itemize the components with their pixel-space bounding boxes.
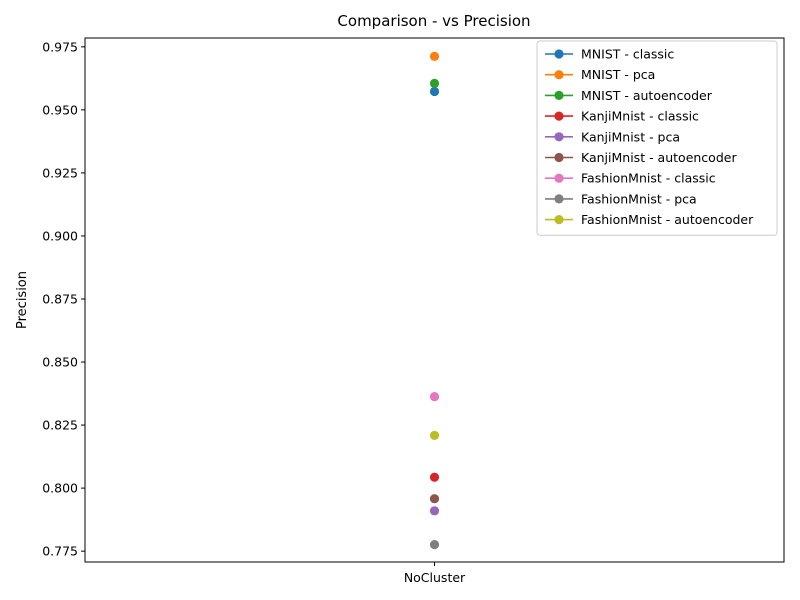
data-point <box>429 86 440 97</box>
y-tick-label: 0.775 <box>42 544 78 559</box>
legend-label: MNIST - classic <box>581 47 674 62</box>
x-axis: NoCluster <box>404 562 466 585</box>
legend-marker <box>554 152 564 163</box>
legend: MNIST - classic MNIST - pca MNIST - autoen… <box>536 40 778 236</box>
x-tick-label: NoCluster <box>404 570 466 585</box>
legend-marker <box>554 132 564 142</box>
legend-box <box>536 40 778 236</box>
legend-label: FashionMnist - pca <box>581 191 697 206</box>
legend-marker <box>554 90 564 100</box>
chart-title: Comparison - vs Precision <box>337 12 530 30</box>
y-tick-label: 0.850 <box>42 355 78 370</box>
legend-label: MNIST - pca <box>581 67 655 82</box>
data-point <box>429 391 440 402</box>
y-tick-label: 0.825 <box>42 418 78 433</box>
legend-label: KanjiMnist - classic <box>581 109 699 124</box>
data-point <box>429 51 440 62</box>
y-tick-label: 0.925 <box>42 165 78 180</box>
data-point <box>429 540 440 550</box>
legend-marker <box>554 173 564 183</box>
legend-label: MNIST - autoencoder <box>581 88 713 103</box>
legend-label: FashionMnist - autoencoder <box>581 212 754 227</box>
y-tick-label: 0.875 <box>42 291 78 306</box>
legend-label: FashionMnist - classic <box>581 171 716 186</box>
data-point <box>429 78 440 88</box>
data-point <box>429 494 440 504</box>
y-tick-label: 0.800 <box>42 481 78 496</box>
legend-marker <box>554 215 564 225</box>
y-tick-label: 0.975 <box>42 39 78 54</box>
y-tick-label: 0.950 <box>42 102 78 117</box>
legend-marker <box>554 49 564 59</box>
data-point <box>429 472 440 482</box>
legend-marker <box>554 70 564 80</box>
legend-marker <box>554 194 564 204</box>
data-markers <box>429 51 440 550</box>
legend-label: KanjiMnist - pca <box>581 129 680 144</box>
legend-label: KanjiMnist - autoencoder <box>581 150 737 165</box>
data-point <box>429 506 440 516</box>
legend-marker <box>554 111 564 121</box>
y-axis: 0.775 0.800 0.825 0.850 0.875 0.900 0.925 0.950… <box>42 39 85 559</box>
data-point <box>429 430 440 441</box>
y-axis-label: Precision <box>15 271 30 329</box>
y-tick-label: 0.900 <box>42 228 78 243</box>
